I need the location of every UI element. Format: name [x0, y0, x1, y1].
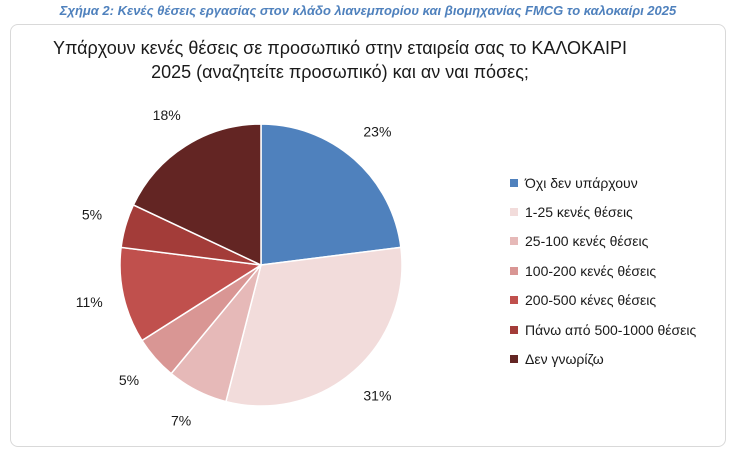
legend-item: 25-100 κενές θέσεις: [510, 227, 696, 256]
legend-swatch: [510, 208, 518, 217]
legend-label: Όχι δεν υπάρχουν: [525, 174, 638, 191]
slice-data-label: 11%: [76, 294, 103, 310]
pie-slice: [260, 123, 402, 266]
legend-item: Δεν γνωρίζω: [510, 344, 696, 373]
slice-data-label: 7%: [171, 413, 191, 429]
legend-swatch: [510, 296, 518, 305]
legend-label: Δεν γνωρίζω: [525, 351, 604, 368]
slice-data-label: 18%: [153, 107, 181, 123]
legend-label: Πάνω από 500-1000 θέσεις: [525, 321, 697, 338]
pie-slice: [119, 246, 264, 342]
legend-item: 1-25 κενές θέσεις: [510, 197, 696, 226]
legend-item: 100-200 κενές θέσεις: [510, 256, 696, 285]
figure-caption: Σχήμα 2: Κενές θέσεις εργασίας στον κλάδ…: [59, 3, 677, 18]
slice-data-label: 23%: [363, 124, 391, 140]
pie-slice: [225, 246, 403, 407]
legend-item: 200-500 κένες θέσεις: [510, 286, 696, 315]
legend-swatch: [510, 178, 518, 187]
legend-item: Όχι δεν υπάρχουν: [510, 168, 696, 197]
legend-swatch: [510, 355, 518, 364]
chart-title-line-1: Υπάρχουν κενές θέσεις σε προσωπικό στην …: [52, 38, 628, 58]
pie-slice: [132, 123, 262, 267]
chart-title: Υπάρχουν κενές θέσεις σε προσωπικό στην …: [20, 36, 660, 84]
legend-label: 1-25 κενές θέσεις: [525, 204, 633, 221]
legend-label: 200-500 κένες θέσεις: [525, 292, 657, 309]
slice-data-label: 5%: [82, 207, 102, 223]
chart-legend: Όχι δεν υπάρχουν 1-25 κενές θέσεις 25-100 …: [510, 168, 696, 374]
legend-swatch: [510, 266, 518, 275]
legend-label: 100-200 κενές θέσεις: [525, 262, 657, 279]
legend-label: 25-100 κενές θέσεις: [525, 233, 649, 250]
slice-data-label: 5%: [119, 372, 139, 388]
chart-title-line-2: 2025 (αναζητείτε προσωπικό) και αν ναι π…: [151, 62, 529, 82]
legend-item: Πάνω από 500-1000 θέσεις: [510, 315, 696, 344]
legend-swatch: [510, 325, 518, 334]
slice-data-label: 31%: [363, 388, 391, 404]
legend-swatch: [510, 237, 518, 246]
